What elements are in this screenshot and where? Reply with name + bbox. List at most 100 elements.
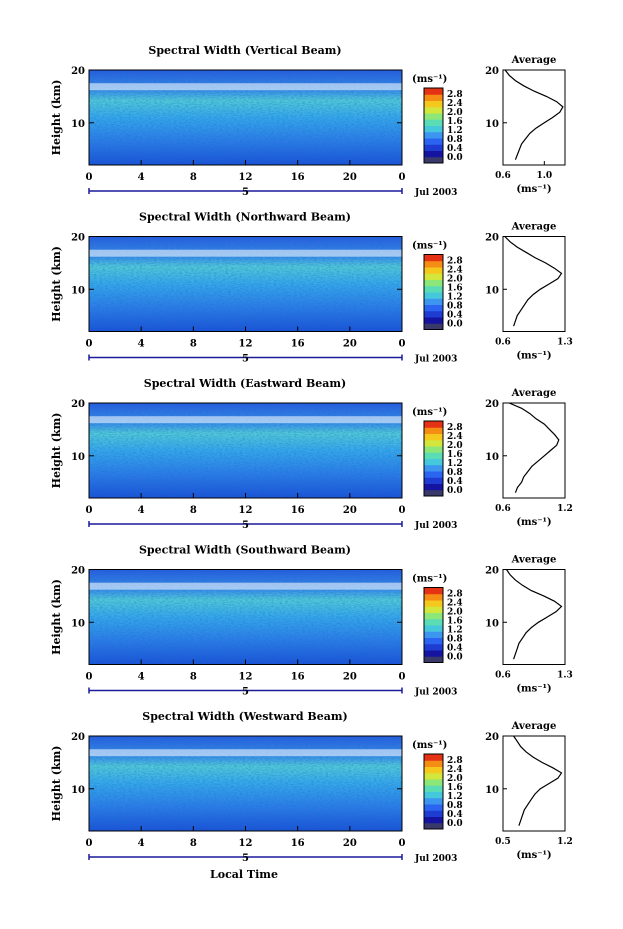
colorbar-swatch bbox=[424, 625, 443, 632]
average-x-tick-label: 0.6 bbox=[495, 671, 511, 681]
average-title: Average bbox=[511, 721, 557, 732]
colorbar-frame bbox=[423, 753, 444, 830]
colorbar-swatch bbox=[424, 772, 443, 780]
colorbar-swatch bbox=[424, 150, 443, 158]
average-frame bbox=[502, 69, 566, 166]
colorbar-swatch bbox=[424, 138, 443, 145]
average-x-label: (ms⁻¹) bbox=[516, 351, 551, 362]
y-tick-label: 20 bbox=[71, 732, 85, 743]
colorbar-swatch bbox=[424, 816, 443, 824]
x-tick-label: 0 bbox=[86, 339, 93, 350]
colorbar-tick-label: 0.0 bbox=[447, 320, 463, 330]
colorbar-unit: (ms⁻¹) bbox=[412, 740, 447, 751]
x-tick-label: 20 bbox=[343, 505, 357, 516]
average-y-tick-label: 20 bbox=[485, 732, 499, 743]
y-tick-label: 20 bbox=[71, 66, 85, 77]
average-x-tick-label: 1.2 bbox=[557, 504, 573, 514]
heatmap-gap-band bbox=[89, 749, 402, 757]
x-tick-label: 12 bbox=[239, 505, 253, 516]
average-x-tick-label: 1.2 bbox=[557, 837, 573, 847]
y-tick-label: 10 bbox=[71, 785, 85, 796]
colorbar-swatch bbox=[424, 446, 443, 453]
y-tick-label: 10 bbox=[71, 618, 85, 629]
date-label: Jul 2003 bbox=[414, 854, 457, 864]
colorbar-swatch bbox=[424, 273, 443, 280]
heatmap-gap-band bbox=[89, 582, 402, 590]
x-tick-label: 0 bbox=[399, 339, 406, 350]
x-tick-label: 0 bbox=[86, 838, 93, 849]
colorbar-frame bbox=[423, 87, 444, 164]
x-tick-label: 12 bbox=[239, 838, 253, 849]
heatmap-gap-band bbox=[89, 83, 402, 91]
x-axis-label: Local Time bbox=[210, 868, 278, 881]
average-profile-line bbox=[506, 569, 563, 660]
x-tick-label: 0 bbox=[399, 172, 406, 183]
colorbar-tick-label: 2.4 bbox=[447, 599, 463, 609]
x-tick-label: 0 bbox=[399, 505, 406, 516]
panel-4: Spectral Width (Southward Beam) 10 20 Heigh… bbox=[50, 544, 573, 698]
colorbar-swatch bbox=[424, 88, 443, 95]
colorbar-frame bbox=[423, 254, 444, 330]
colorbar-swatch bbox=[424, 593, 443, 601]
colorbar-swatch bbox=[424, 637, 443, 645]
colorbar-swatch bbox=[424, 797, 443, 805]
colorbar-swatch bbox=[424, 317, 443, 324]
y-axis-label: Height (km) bbox=[50, 579, 63, 655]
colorbar-tick-label: 1.6 bbox=[447, 117, 463, 127]
colorbar-tick-label: 2.0 bbox=[447, 108, 463, 118]
day-marker: 5 bbox=[242, 354, 249, 365]
average-x-label: (ms⁻¹) bbox=[516, 184, 551, 195]
average-profile-line bbox=[513, 735, 563, 826]
colorbar-swatch bbox=[424, 310, 443, 318]
colorbar-tick-label: 2.4 bbox=[447, 266, 463, 276]
y-tick-label: 10 bbox=[71, 452, 85, 463]
colorbar-swatch bbox=[424, 766, 443, 774]
colorbar-unit: (ms⁻¹) bbox=[412, 241, 447, 252]
average-profile-line bbox=[504, 236, 563, 327]
colorbar-swatch bbox=[424, 612, 443, 620]
colorbar-tick-label: 0.8 bbox=[447, 302, 463, 312]
y-tick-label: 20 bbox=[71, 566, 85, 577]
panel-1: Spectral Width (Vertical Beam) 10 20 Height… bbox=[50, 44, 566, 198]
colorbar-tick-label: 0.4 bbox=[447, 810, 463, 820]
y-tick-label: 10 bbox=[71, 285, 85, 296]
colorbar-swatch bbox=[424, 656, 443, 663]
colorbar-tick-label: 1.2 bbox=[447, 626, 463, 636]
colorbar-tick-label: 0.8 bbox=[447, 801, 463, 811]
x-tick-label: 4 bbox=[138, 339, 145, 350]
x-tick-label: 20 bbox=[343, 172, 357, 183]
colorbar-swatch bbox=[424, 471, 443, 478]
colorbar-tick-label: 0.0 bbox=[447, 653, 463, 663]
colorbar-unit: (ms⁻¹) bbox=[412, 407, 447, 418]
panel-title: Spectral Width (Southward Beam) bbox=[139, 544, 351, 557]
x-tick-label: 0 bbox=[86, 172, 93, 183]
colorbar-swatch bbox=[424, 458, 443, 466]
x-tick-label: 4 bbox=[138, 672, 145, 683]
average-title: Average bbox=[511, 55, 557, 66]
colorbar-tick-label: 2.8 bbox=[447, 756, 463, 766]
average-title: Average bbox=[511, 388, 557, 399]
average-frame bbox=[502, 236, 566, 332]
x-tick-label: 16 bbox=[291, 672, 305, 683]
x-tick-label: 0 bbox=[399, 672, 406, 683]
y-tick-label: 20 bbox=[71, 233, 85, 244]
colorbar-tick-label: 1.2 bbox=[447, 293, 463, 303]
colorbar-swatch bbox=[424, 260, 443, 268]
colorbar-swatch bbox=[424, 804, 443, 811]
colorbar-swatch bbox=[424, 433, 443, 441]
x-tick-label: 16 bbox=[291, 838, 305, 849]
average-x-tick-label: 0.5 bbox=[495, 837, 511, 847]
x-tick-label: 4 bbox=[138, 172, 145, 183]
colorbar-swatch bbox=[424, 606, 443, 613]
average-x-label: (ms⁻¹) bbox=[516, 517, 551, 528]
date-label: Jul 2003 bbox=[414, 688, 457, 698]
colorbar-tick-label: 0.4 bbox=[447, 644, 463, 654]
date-label: Jul 2003 bbox=[414, 355, 457, 365]
colorbar-swatch bbox=[424, 267, 443, 274]
average-y-tick-label: 20 bbox=[485, 66, 499, 77]
colorbar-tick-label: 2.8 bbox=[447, 423, 463, 433]
colorbar-swatch bbox=[424, 439, 443, 447]
x-tick-label: 8 bbox=[190, 339, 197, 350]
colorbar-swatch bbox=[424, 298, 443, 305]
